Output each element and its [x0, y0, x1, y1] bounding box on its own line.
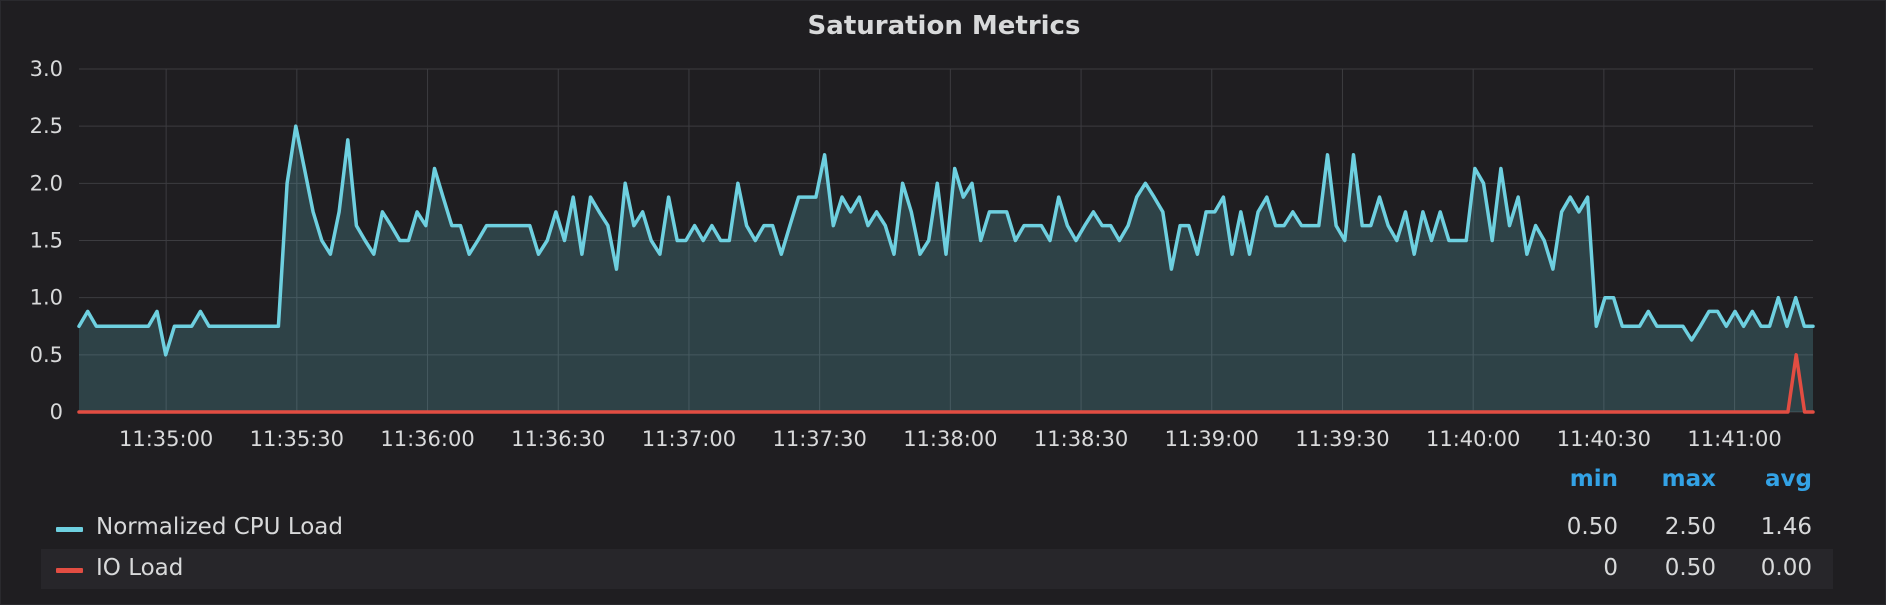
x-tick-label: 11:35:30	[250, 427, 344, 451]
y-tick-label: 1.5	[30, 229, 63, 253]
y-tick-label: 2.5	[30, 114, 63, 138]
x-tick-label: 11:38:00	[903, 427, 997, 451]
series-color-swatch[interactable]	[56, 568, 83, 573]
legend-series-name[interactable]: IO Load	[96, 555, 184, 581]
x-tick-label: 11:39:30	[1295, 427, 1389, 451]
legend-value-max: 0.50	[1664, 555, 1716, 581]
legend-value-min: 0.50	[1566, 514, 1618, 540]
legend-value-avg: 1.46	[1760, 514, 1812, 540]
y-tick-label: 0	[50, 400, 63, 424]
x-tick-label: 11:38:30	[1034, 427, 1128, 451]
y-tick-label: 2.0	[30, 171, 63, 195]
y-axis-ticks: 0 0.5 1.0 1.5 2.0 2.5 3.0	[30, 57, 63, 424]
x-tick-label: 11:40:30	[1557, 427, 1651, 451]
legend-value-max: 2.50	[1664, 514, 1716, 540]
series-layer[interactable]	[77, 124, 1815, 414]
chart-area: 00.51.01.52.02.53.0 11:35:00 11:35:30 11:3…	[30, 57, 1815, 451]
x-tick-label: 11:36:30	[511, 427, 605, 451]
y-tick-label: 0.5	[30, 343, 63, 367]
y-tick-label: 1.0	[30, 286, 63, 310]
x-tick-label: 11:37:30	[772, 427, 866, 451]
legend-header-max[interactable]: max	[1661, 466, 1716, 492]
x-tick-label: 11:36:00	[380, 427, 474, 451]
series-color-swatch[interactable]	[56, 527, 83, 532]
x-tick-label: 11:35:00	[119, 427, 213, 451]
y-tick-label: 3.0	[30, 57, 63, 81]
panel-title[interactable]: Saturation Metrics	[807, 11, 1081, 41]
series-line-io-load	[77, 353, 1815, 414]
legend-header-min[interactable]: min	[1569, 466, 1618, 492]
x-tick-label: 11:39:00	[1165, 427, 1259, 451]
legend-header-avg[interactable]: avg	[1765, 466, 1812, 492]
x-tick-label: 11:41:00	[1687, 427, 1781, 451]
legend-series-name[interactable]: Normalized CPU Load	[96, 514, 343, 540]
x-axis-ticks: 11:35:00 11:35:30 11:36:00 11:36:30 11:37:00…	[119, 427, 1782, 451]
legend-value-min: 0	[1603, 555, 1618, 581]
legend-row-io-load[interactable]: IO Load 0 0.50 0.00	[41, 549, 1833, 589]
legend-row-cpu-load[interactable]: Normalized CPU Load 0.50 2.50 1.46	[41, 508, 1833, 548]
series-line-cpu-load	[77, 124, 1815, 357]
x-tick-label: 11:40:00	[1426, 427, 1520, 451]
legend-value-avg: 0.00	[1760, 555, 1812, 581]
x-tick-label: 11:37:00	[642, 427, 736, 451]
